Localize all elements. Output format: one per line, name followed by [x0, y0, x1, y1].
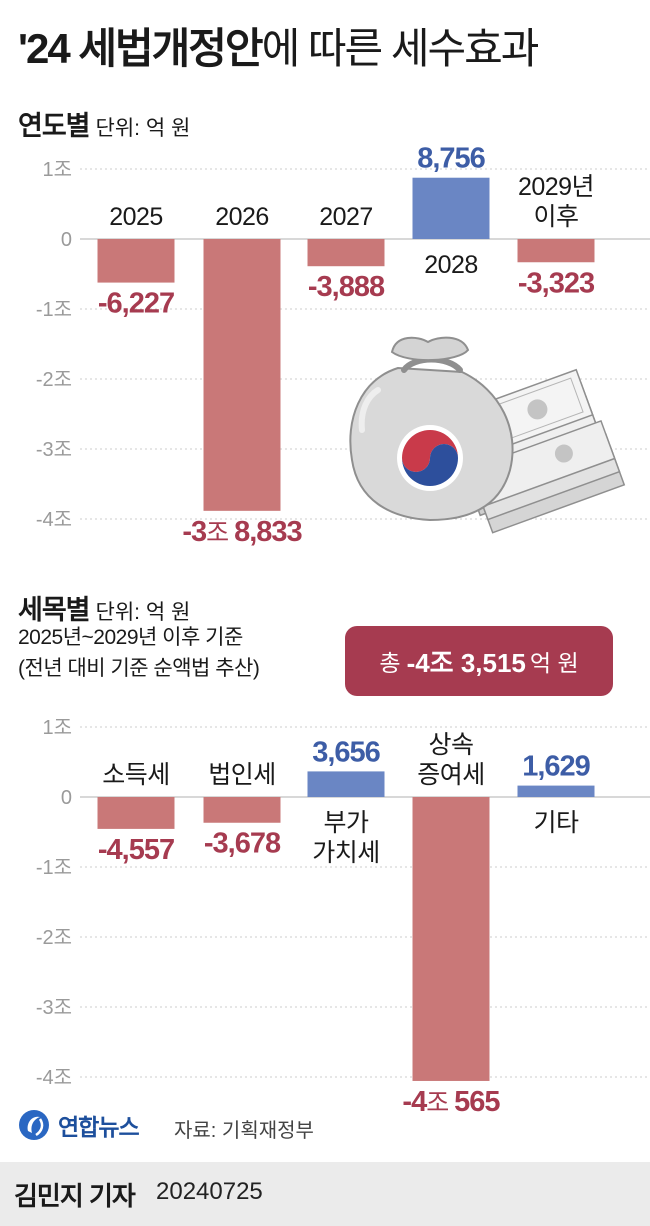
bar	[307, 239, 385, 267]
value-label: -3조 8,833	[182, 516, 302, 548]
bar	[97, 797, 175, 829]
publish-date: 20240725	[156, 1178, 263, 1205]
money-bag-icon	[349, 336, 514, 522]
total-badge-prefix: 총	[379, 650, 401, 676]
section-title-year: 연도별	[18, 111, 91, 141]
category-label: 2025	[109, 203, 163, 231]
footer-bar	[0, 1162, 650, 1226]
yonhap-logo-text: 연합뉴스	[58, 1114, 140, 1140]
category-label: 2027	[319, 203, 373, 231]
yonhap-logo: 연합뉴스	[18, 1108, 140, 1142]
taegeuk-icon	[397, 425, 463, 491]
value-label: -6,227	[98, 288, 174, 320]
bar	[412, 797, 490, 1081]
bar	[203, 239, 281, 511]
value-label: 8,756	[417, 143, 485, 175]
basis-note-line2: (전년 대비 기준 순액법 추산)	[18, 657, 260, 680]
category-label: 부가	[323, 809, 369, 837]
basis-note: 2025년~2029년 이후 기준 (전년 대비 기준 순액법 추산)	[18, 622, 260, 684]
y-tick-label: 0	[61, 229, 72, 251]
bar	[203, 797, 281, 823]
y-tick-label: 1조	[42, 717, 72, 739]
y-tick-label: -2조	[36, 927, 72, 949]
bar	[517, 239, 595, 263]
chart-panel-2: 1조 0 -1조 -2조 -3조 -4조 -4,557 소득세 -3,678 법인세 3,656 부가…	[36, 717, 650, 1118]
y-tick-label: -3조	[36, 997, 72, 1019]
bar	[307, 771, 385, 797]
title-bold: '24 세법개정안	[18, 25, 264, 72]
category-label: 2026	[215, 203, 269, 231]
basis-note-line1: 2025년~2029년 이후 기준	[18, 626, 243, 649]
yonhap-globe-logo-icon	[19, 1110, 49, 1140]
y-tick-label: -1조	[36, 857, 72, 879]
y-tick-label: 0	[61, 787, 72, 809]
category-label: 법인세	[208, 761, 276, 789]
value-label: -4조 565	[402, 1086, 500, 1118]
source-text: 자료: 기획재정부	[174, 1120, 314, 1142]
category-label: 가치세	[312, 839, 380, 867]
section-heading-tax: 세목별 단위: 억 원	[18, 588, 190, 627]
bar	[517, 785, 595, 797]
y-tick-label: -1조	[36, 299, 72, 321]
bar	[97, 239, 175, 283]
y-tick-label: -2조	[36, 369, 72, 391]
y-tick-label: -4조	[36, 1067, 72, 1089]
total-badge-value: -4조 3,515	[406, 647, 526, 678]
value-label: 1,629	[522, 751, 590, 783]
section-unit-year: 단위: 억 원	[95, 117, 191, 140]
category-label: 상속	[428, 731, 473, 759]
bar	[412, 177, 490, 239]
section-unit-tax: 단위: 억 원	[95, 601, 191, 624]
value-label: -3,323	[518, 267, 595, 299]
total-badge: 총 -4조 3,515 억 원	[345, 626, 613, 696]
value-label: -3,888	[308, 271, 385, 303]
money-bag-illustration	[349, 336, 626, 534]
category-label: 증여세	[417, 761, 485, 789]
category-label: 기타	[533, 809, 579, 837]
total-badge-unit: 억 원	[529, 650, 579, 676]
reporter-name: 김민지 기자	[14, 1181, 136, 1211]
page-title: '24 세법개정안에 따른 세수효과	[18, 14, 540, 84]
y-tick-label: -3조	[36, 439, 72, 461]
category-label: 이후	[533, 203, 578, 231]
section-heading-year: 연도별 단위: 억 원	[18, 104, 190, 143]
chart-panel-1: 1조 0 -1조 -2조 -3조 -4조 -6,227 2025 -3조 8,833 2026 -3…	[36, 143, 650, 548]
y-tick-label: 1조	[42, 159, 72, 181]
value-label: -3,678	[204, 828, 281, 860]
title-light: 에 따른 세수효과	[261, 25, 540, 72]
value-label: -4,557	[98, 834, 174, 866]
category-label: 소득세	[102, 761, 170, 789]
category-label: 2028	[424, 251, 478, 279]
value-label: 3,656	[312, 736, 380, 768]
y-tick-label: -4조	[36, 509, 72, 531]
category-label: 2029년	[518, 173, 594, 201]
section-title-tax: 세목별	[18, 595, 91, 625]
